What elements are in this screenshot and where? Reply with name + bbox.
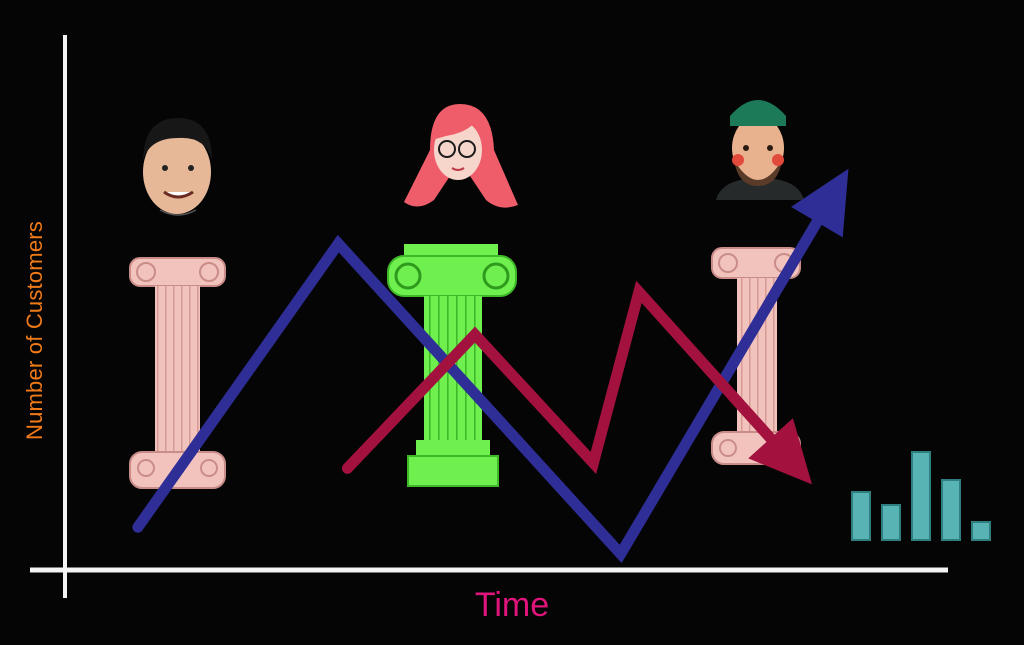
pillar-left	[129, 257, 226, 489]
series-2-arrowhead	[748, 418, 813, 485]
woman-with-glasses-avatar	[404, 104, 518, 208]
series-1-arrowhead	[791, 168, 849, 238]
series-2-line	[341, 280, 789, 475]
pillar-center	[387, 244, 517, 487]
x-axis-label: Time	[474, 586, 550, 624]
bearded-man-beanie-avatar	[716, 100, 804, 200]
y-axis-label: Number of Customers	[22, 221, 47, 440]
man-avatar	[143, 118, 212, 216]
bar-chart-icon	[851, 451, 991, 541]
